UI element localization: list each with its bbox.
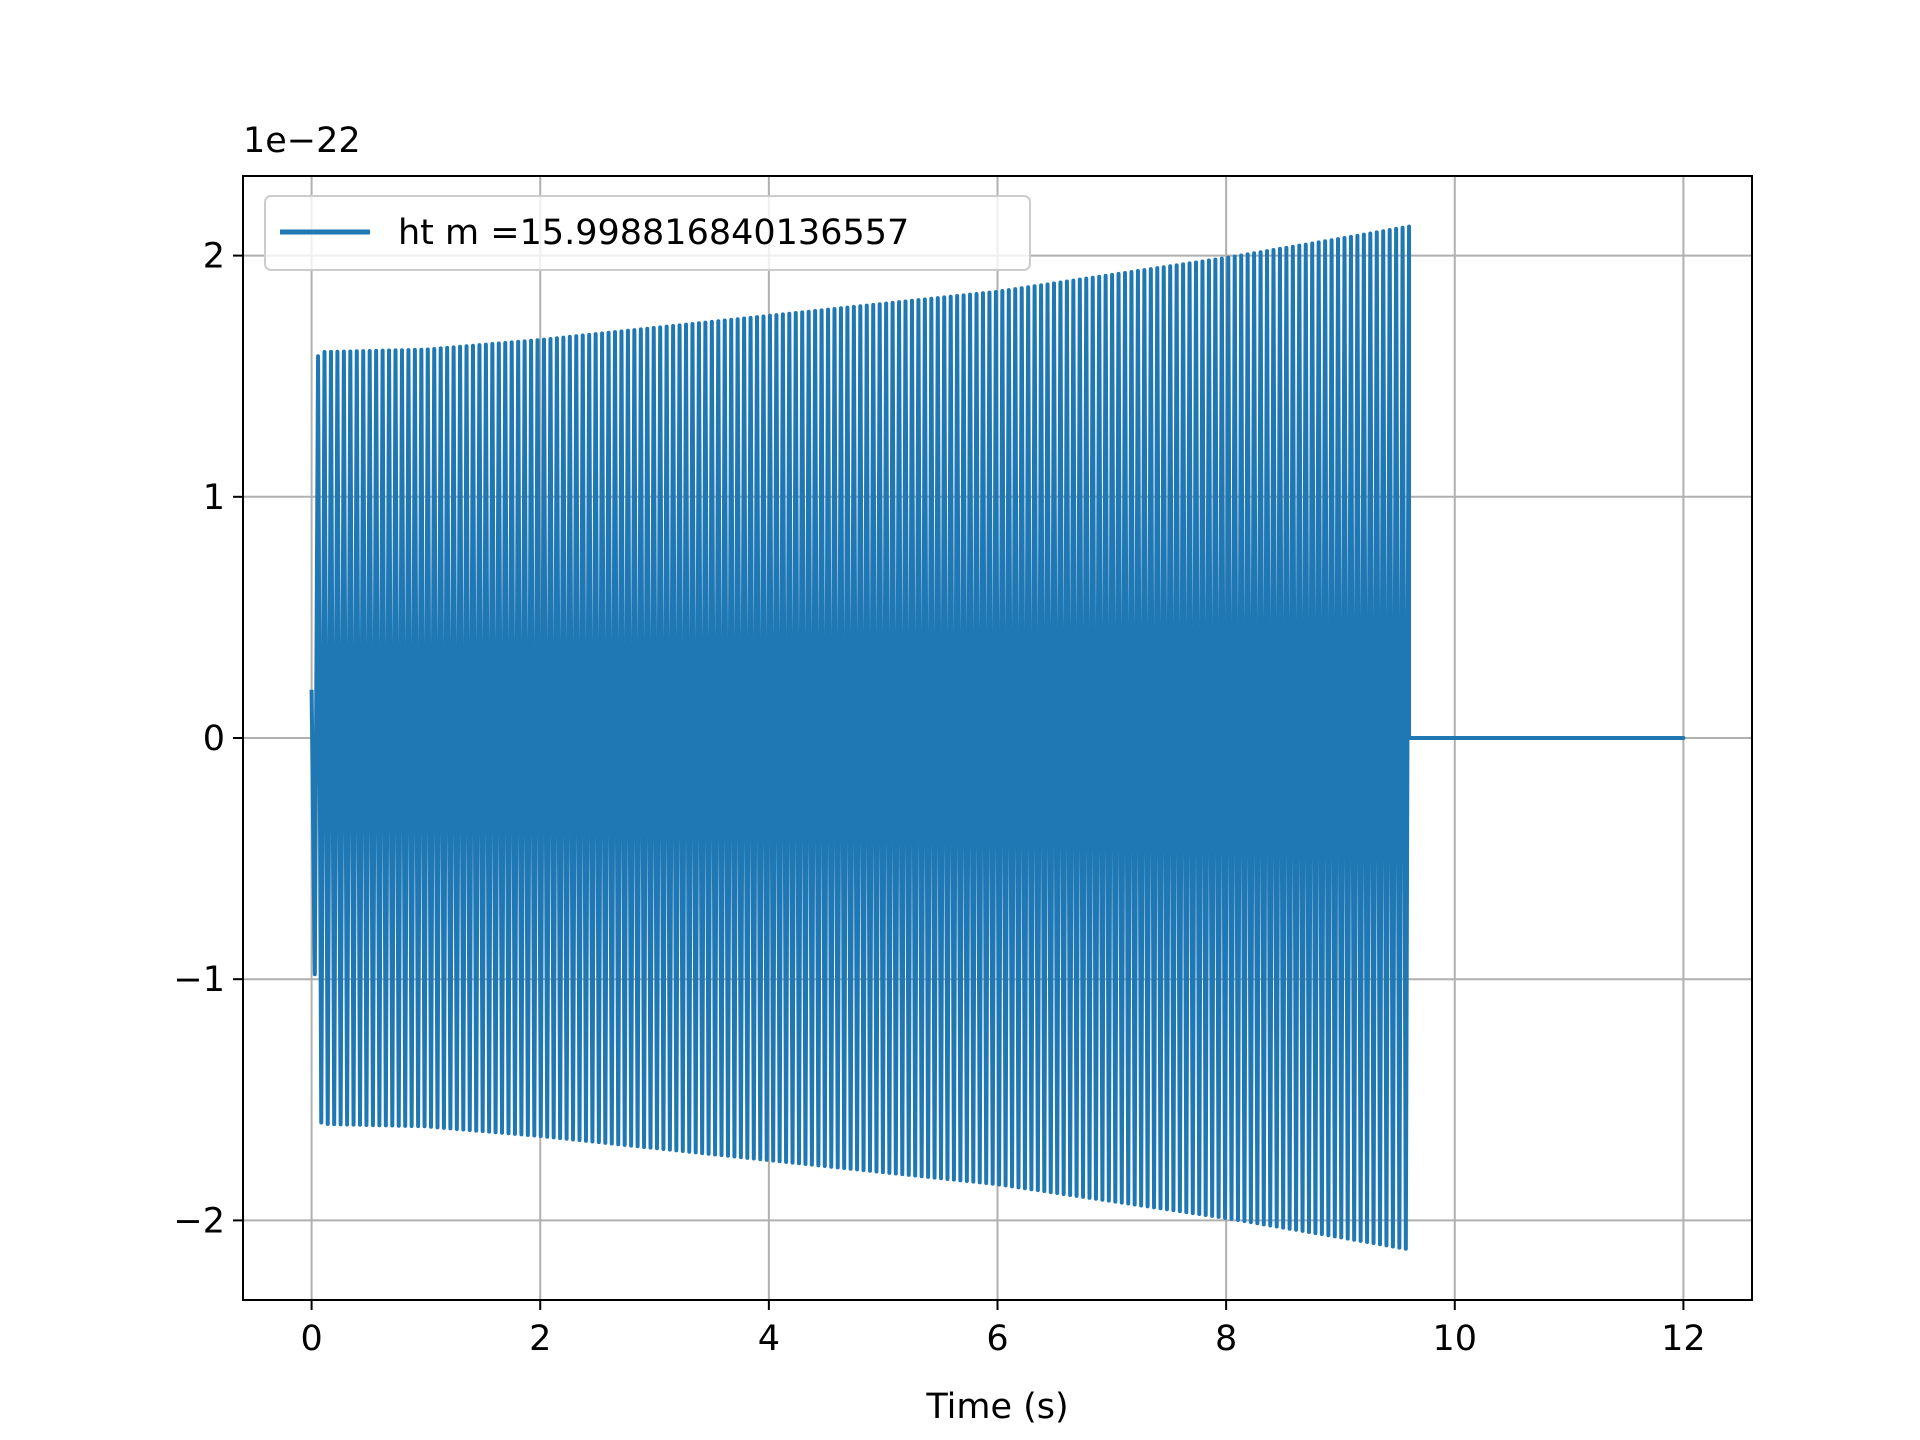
x-tick-label-1: 2 bbox=[529, 1319, 551, 1359]
y-tick-label-1: −1 bbox=[173, 960, 225, 1000]
x-axis-label: Time (s) bbox=[925, 1387, 1068, 1427]
series-line-waveform bbox=[309, 224, 1412, 1251]
x-tick-label-5: 10 bbox=[1432, 1319, 1477, 1359]
legend: ht m =15.998816840136557 bbox=[264, 195, 1031, 271]
x-tick-label-6: 12 bbox=[1661, 1319, 1706, 1359]
x-tick-label-2: 4 bbox=[758, 1319, 780, 1359]
legend-box bbox=[264, 195, 1031, 271]
y-offset-text: 1e−22 bbox=[243, 121, 361, 161]
y-tick-label-0: −2 bbox=[173, 1201, 225, 1241]
y-tick-label-3: 1 bbox=[203, 478, 225, 518]
y-tick-label-4: 2 bbox=[203, 237, 225, 277]
x-axis-ticks: 0 2 4 6 8 10 12 bbox=[300, 1300, 1706, 1359]
legend-entry-label: ht m =15.998816840136557 bbox=[398, 213, 909, 253]
y-tick-label-2: 0 bbox=[203, 719, 225, 759]
series-layer bbox=[309, 224, 1686, 1251]
y-axis-ticks: −2 −1 0 1 2 bbox=[173, 237, 243, 1241]
x-tick-label-0: 0 bbox=[300, 1319, 322, 1359]
x-tick-label-4: 8 bbox=[1215, 1319, 1237, 1359]
x-tick-label-3: 6 bbox=[986, 1319, 1008, 1359]
